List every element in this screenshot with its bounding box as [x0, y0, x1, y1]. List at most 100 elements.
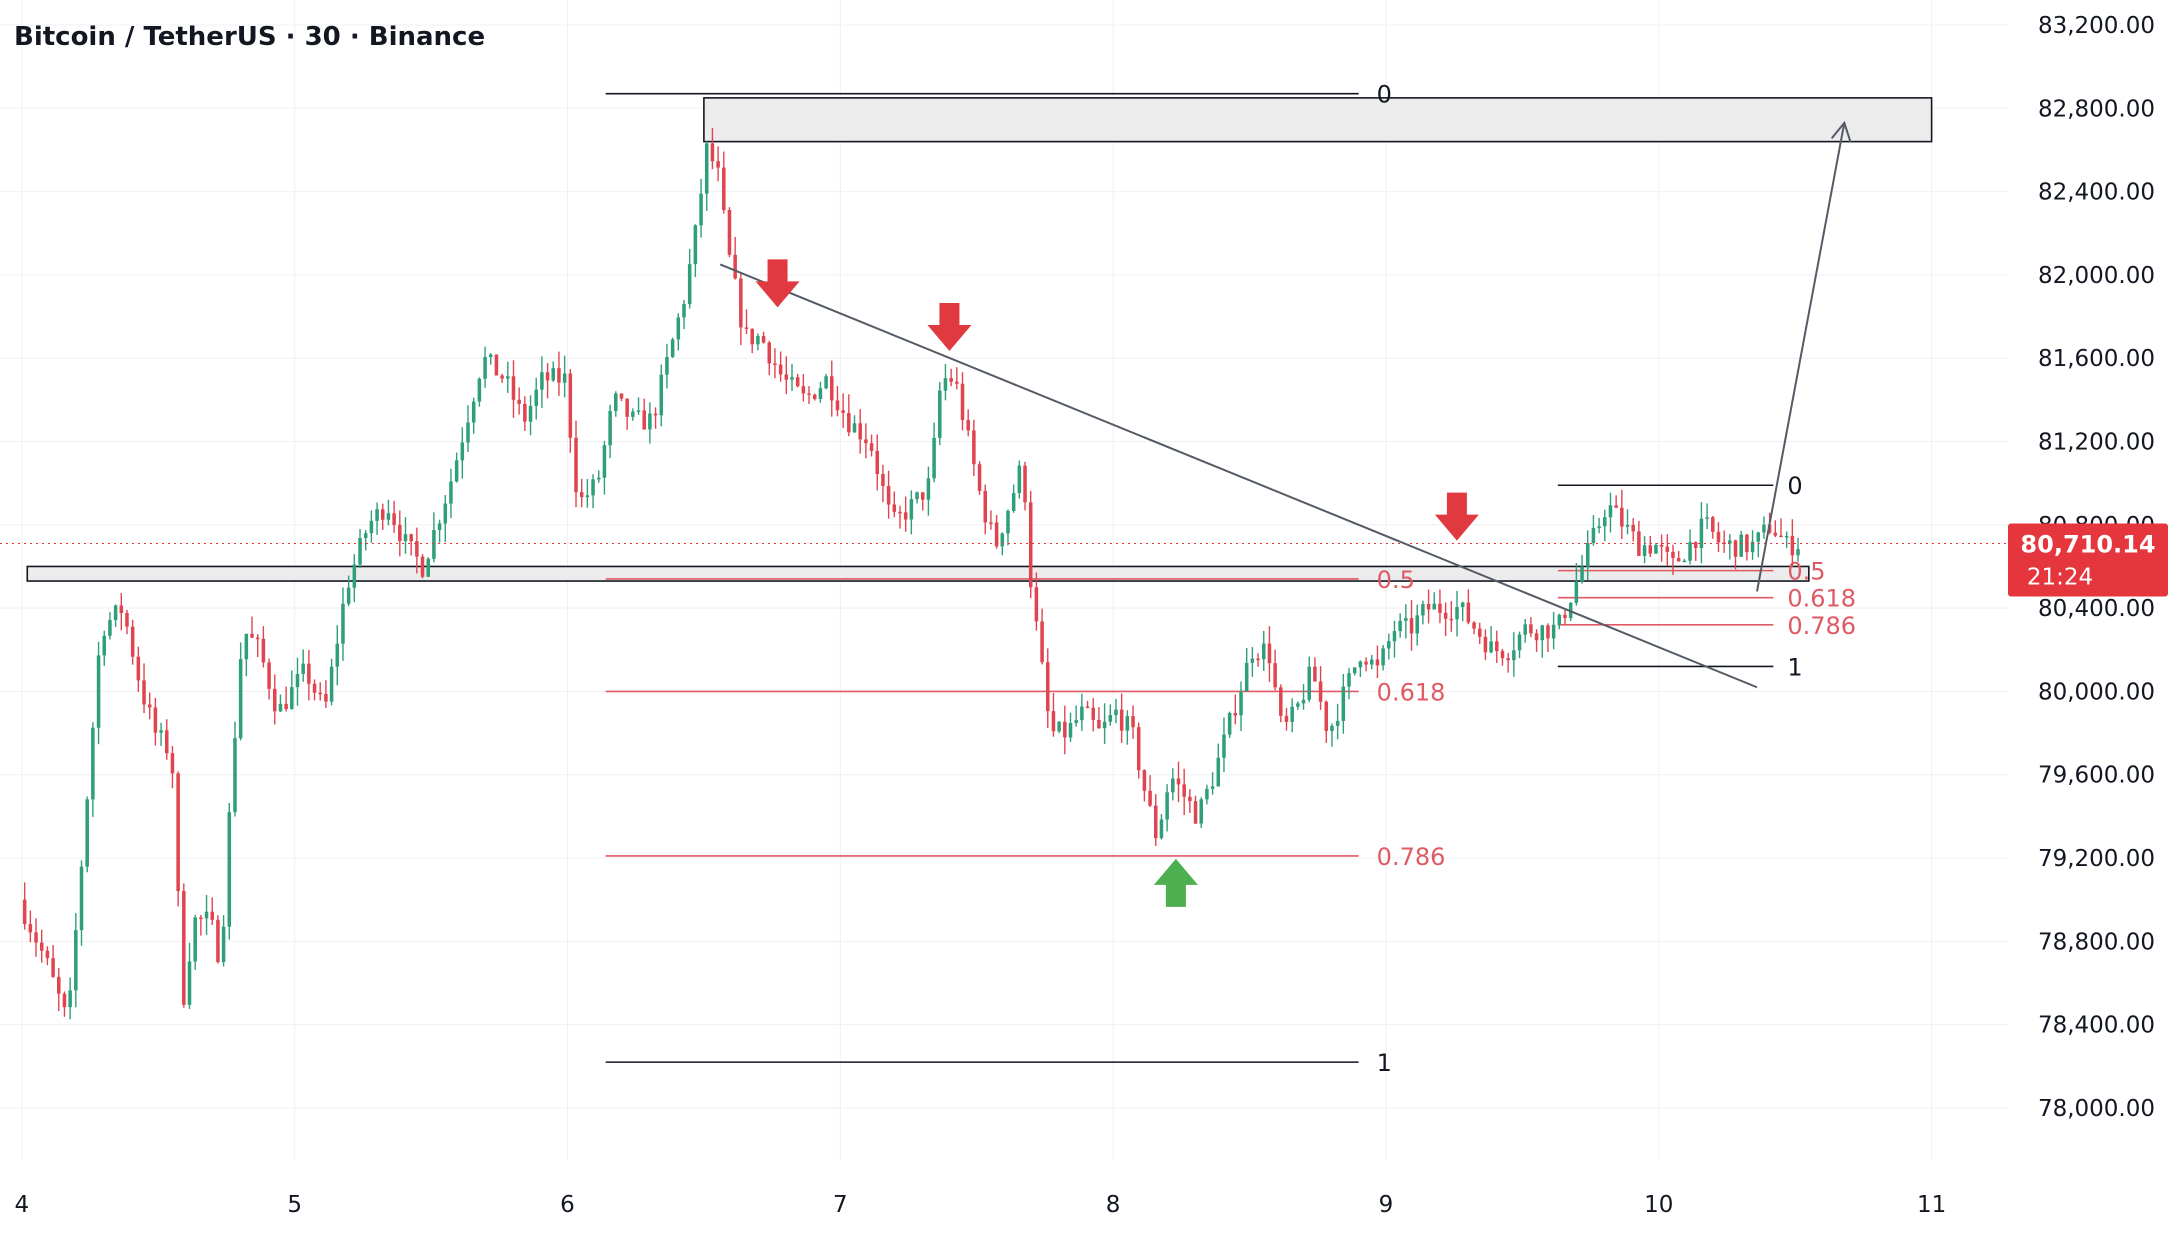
- candle-body: [494, 354, 499, 376]
- candle-body: [1500, 651, 1505, 659]
- candle-body: [1540, 625, 1545, 641]
- candle-body: [1261, 643, 1266, 660]
- candle-body: [1398, 620, 1402, 632]
- candle-body: [204, 911, 209, 919]
- candle-body: [130, 626, 135, 657]
- signal-arrows-layer: [755, 259, 1479, 907]
- candle-body: [1119, 709, 1124, 731]
- candle-body: [1387, 641, 1391, 649]
- candle-body: [517, 399, 521, 404]
- candle-body: [812, 394, 817, 399]
- candle-body: [1449, 618, 1454, 621]
- candle-body: [1443, 612, 1448, 619]
- candle-body: [1546, 625, 1550, 639]
- trendline: [719, 263, 1758, 689]
- candle-body: [420, 556, 425, 577]
- candle-body: [1648, 545, 1653, 554]
- candle-body: [335, 643, 340, 667]
- candle-body: [1773, 532, 1778, 536]
- candle-body: [1705, 517, 1709, 519]
- candle-body: [744, 327, 749, 329]
- candle-body: [767, 342, 772, 364]
- candle-body: [784, 374, 789, 380]
- candle-body: [210, 911, 214, 920]
- candle-body: [255, 637, 260, 640]
- candle-body: [1432, 603, 1437, 610]
- y-tick-label: 78,000.00: [2038, 1096, 2155, 1122]
- candle-body: [750, 328, 754, 345]
- candle-body: [1523, 624, 1527, 635]
- y-tick-label: 78,800.00: [2038, 929, 2155, 955]
- candle-body: [1125, 716, 1130, 731]
- candle-body: [284, 703, 288, 710]
- candle-body: [841, 410, 845, 413]
- candle-body: [602, 445, 607, 478]
- y-tick-label: 78,400.00: [2038, 1013, 2155, 1039]
- candle-body: [818, 388, 823, 399]
- candle-body: [869, 443, 874, 451]
- candle-body: [1688, 542, 1692, 561]
- candle-body: [966, 420, 970, 431]
- candle-body: [227, 812, 232, 927]
- candle-body: [1347, 673, 1351, 687]
- candle-body: [432, 530, 436, 559]
- candle-body: [1188, 796, 1192, 802]
- candle-body: [523, 403, 527, 422]
- candle-body: [85, 799, 89, 867]
- candle-body: [722, 167, 726, 211]
- candle-body: [267, 662, 271, 689]
- candle-body: [426, 558, 430, 577]
- candle-body: [182, 891, 186, 1005]
- candle-body: [1750, 541, 1755, 553]
- candle-body: [1341, 686, 1346, 721]
- candle-body: [216, 919, 220, 963]
- candle-body: [562, 373, 567, 383]
- candle-body: [687, 264, 692, 305]
- candle-body: [1000, 533, 1005, 547]
- candle-body: [369, 520, 374, 534]
- candle-body: [443, 503, 448, 524]
- candle-body: [773, 363, 777, 365]
- candle-body: [1222, 734, 1226, 758]
- candle-body: [1722, 542, 1726, 544]
- candle-body: [1790, 535, 1795, 556]
- zone-layer: [26, 97, 1933, 582]
- candle-body: [1733, 540, 1738, 557]
- y-tick-label: 81,200.00: [2038, 430, 2155, 456]
- candle-body: [409, 534, 413, 542]
- candle-body: [96, 655, 101, 728]
- supply-demand-zone: [703, 97, 1933, 143]
- candle-body: [1676, 557, 1681, 562]
- candle-body: [795, 377, 800, 387]
- candle-body: [159, 730, 163, 733]
- candle-body: [1352, 667, 1357, 674]
- candle-body: [1620, 507, 1624, 527]
- x-tick-label: 8: [1106, 1192, 1121, 1218]
- fib-level-label: 1: [1377, 1049, 1392, 1077]
- buy-signal-arrow: [1153, 858, 1198, 907]
- candle-body: [1438, 603, 1442, 613]
- candle-body: [1671, 551, 1675, 558]
- candle-body: [847, 412, 851, 433]
- candle-body: [1415, 615, 1419, 634]
- candle-body: [233, 738, 237, 813]
- candle-body: [1324, 701, 1329, 732]
- fib-level-label: 0.5: [1377, 566, 1415, 594]
- candle-body: [1756, 532, 1761, 542]
- y-tick-label: 80,400.00: [2038, 596, 2155, 622]
- candle-body: [1176, 778, 1181, 785]
- candle-body: [403, 534, 408, 541]
- candle-body: [1506, 658, 1510, 661]
- candle-body: [244, 633, 249, 660]
- x-tick-label: 10: [1644, 1192, 1673, 1218]
- candle-body: [250, 633, 254, 638]
- candle-body: [380, 509, 385, 520]
- candle-body: [545, 372, 550, 381]
- fib-level-label: 1: [1787, 653, 1802, 681]
- candle-body: [1409, 618, 1414, 634]
- candle-body: [1313, 666, 1317, 682]
- projection-arrow-head: [1830, 120, 1852, 143]
- candle-body: [1006, 510, 1010, 534]
